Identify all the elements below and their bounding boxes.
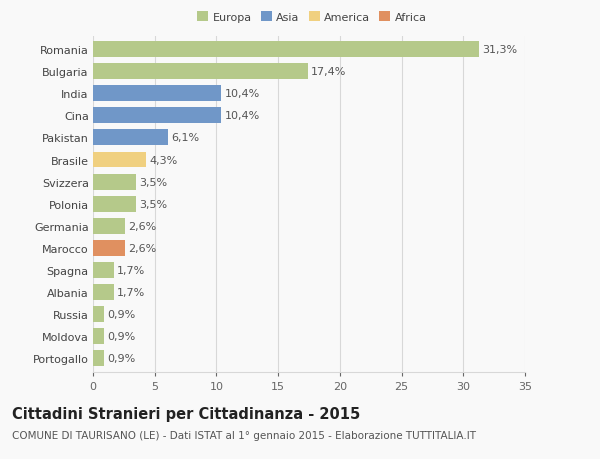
Bar xyxy=(93,351,104,366)
Bar xyxy=(93,307,104,322)
Text: 0,9%: 0,9% xyxy=(107,331,136,341)
Text: 4,3%: 4,3% xyxy=(149,155,178,165)
Legend: Europa, Asia, America, Africa: Europa, Asia, America, Africa xyxy=(195,10,429,25)
Bar xyxy=(93,196,136,212)
Bar xyxy=(93,130,168,146)
Text: COMUNE DI TAURISANO (LE) - Dati ISTAT al 1° gennaio 2015 - Elaborazione TUTTITAL: COMUNE DI TAURISANO (LE) - Dati ISTAT al… xyxy=(12,431,476,441)
Text: 2,6%: 2,6% xyxy=(128,243,157,253)
Bar xyxy=(93,218,125,234)
Text: 0,9%: 0,9% xyxy=(107,309,136,319)
Text: 0,9%: 0,9% xyxy=(107,353,136,364)
Bar xyxy=(93,285,114,300)
Text: 31,3%: 31,3% xyxy=(482,45,518,55)
Text: 3,5%: 3,5% xyxy=(139,199,167,209)
Bar xyxy=(93,64,308,80)
Text: 3,5%: 3,5% xyxy=(139,177,167,187)
Bar xyxy=(93,42,479,58)
Bar xyxy=(93,152,146,168)
Text: 10,4%: 10,4% xyxy=(224,89,260,99)
Text: 1,7%: 1,7% xyxy=(117,287,145,297)
Text: 6,1%: 6,1% xyxy=(172,133,200,143)
Bar xyxy=(93,241,125,256)
Bar xyxy=(93,86,221,102)
Bar xyxy=(93,329,104,344)
Text: 10,4%: 10,4% xyxy=(224,111,260,121)
Text: Cittadini Stranieri per Cittadinanza - 2015: Cittadini Stranieri per Cittadinanza - 2… xyxy=(12,406,360,421)
Text: 2,6%: 2,6% xyxy=(128,221,157,231)
Bar xyxy=(93,108,221,124)
Bar xyxy=(93,263,114,278)
Text: 17,4%: 17,4% xyxy=(311,67,346,77)
Bar xyxy=(93,174,136,190)
Text: 1,7%: 1,7% xyxy=(117,265,145,275)
